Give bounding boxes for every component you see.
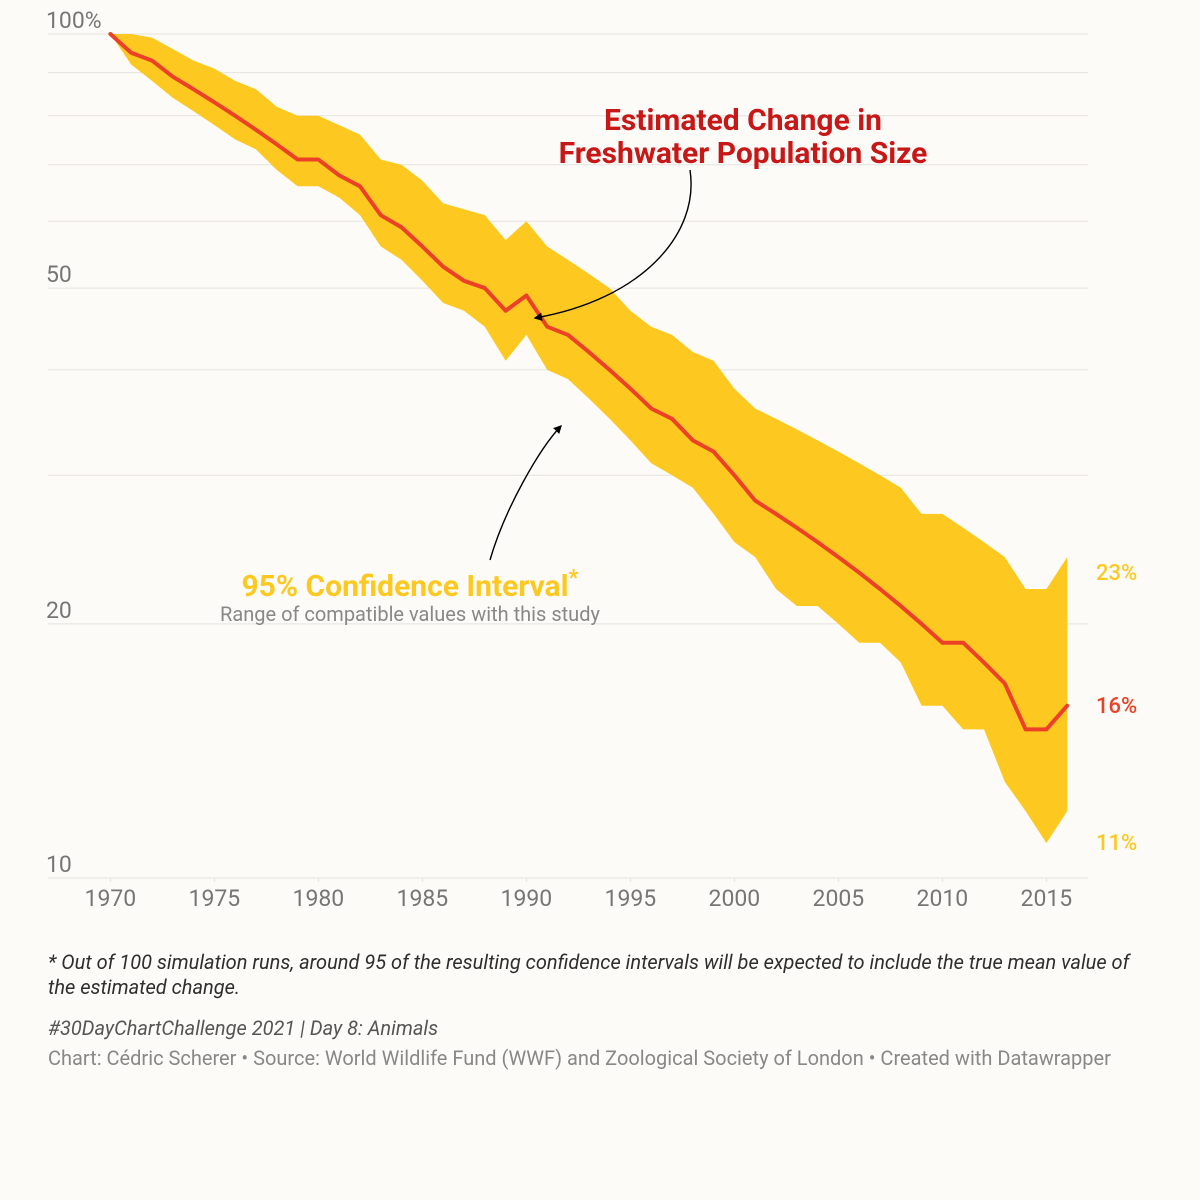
svg-text:1990: 1990 xyxy=(501,885,553,912)
end-label: 16% xyxy=(1096,694,1137,719)
svg-text:1970: 1970 xyxy=(85,885,137,912)
end-label: 23% xyxy=(1096,561,1137,586)
annotation-ci-sub: Range of compatible values with this stu… xyxy=(200,603,620,625)
svg-text:1985: 1985 xyxy=(397,885,449,912)
credits-text: Chart: Cédric Scherer • Source: World Wi… xyxy=(48,1046,1111,1070)
end-label: 11% xyxy=(1096,831,1137,856)
svg-text:100%: 100% xyxy=(46,7,102,34)
svg-text:2015: 2015 xyxy=(1021,885,1073,912)
svg-text:2010: 2010 xyxy=(917,885,969,912)
svg-text:2000: 2000 xyxy=(709,885,761,912)
svg-text:2005: 2005 xyxy=(813,885,865,912)
svg-text:1980: 1980 xyxy=(293,885,345,912)
svg-text:50: 50 xyxy=(46,261,72,288)
svg-text:1995: 1995 xyxy=(605,885,657,912)
hashtag-text: #30DayChartChallenge 2021 | Day 8: Anima… xyxy=(48,1016,438,1040)
annotation-ci: 95% Confidence Interval* Range of compat… xyxy=(200,567,620,625)
annotation-ci-text: 95% Confidence Interval xyxy=(241,569,568,604)
footnote-text: * Out of 100 simulation runs, around 95 … xyxy=(48,950,1138,1000)
arrow-to-band xyxy=(490,426,561,560)
annotation-estimate: Estimated Change in Freshwater Populatio… xyxy=(543,104,943,170)
annotation-ci-asterisk: * xyxy=(569,566,579,591)
svg-text:10: 10 xyxy=(46,851,72,878)
annotation-estimate-line2: Freshwater Population Size xyxy=(559,136,928,171)
svg-text:20: 20 xyxy=(46,597,72,624)
svg-text:1975: 1975 xyxy=(189,885,241,912)
annotation-estimate-line1: Estimated Change in xyxy=(604,103,882,138)
chart-container: 100%502010197019751980198519901995200020… xyxy=(0,0,1200,1200)
